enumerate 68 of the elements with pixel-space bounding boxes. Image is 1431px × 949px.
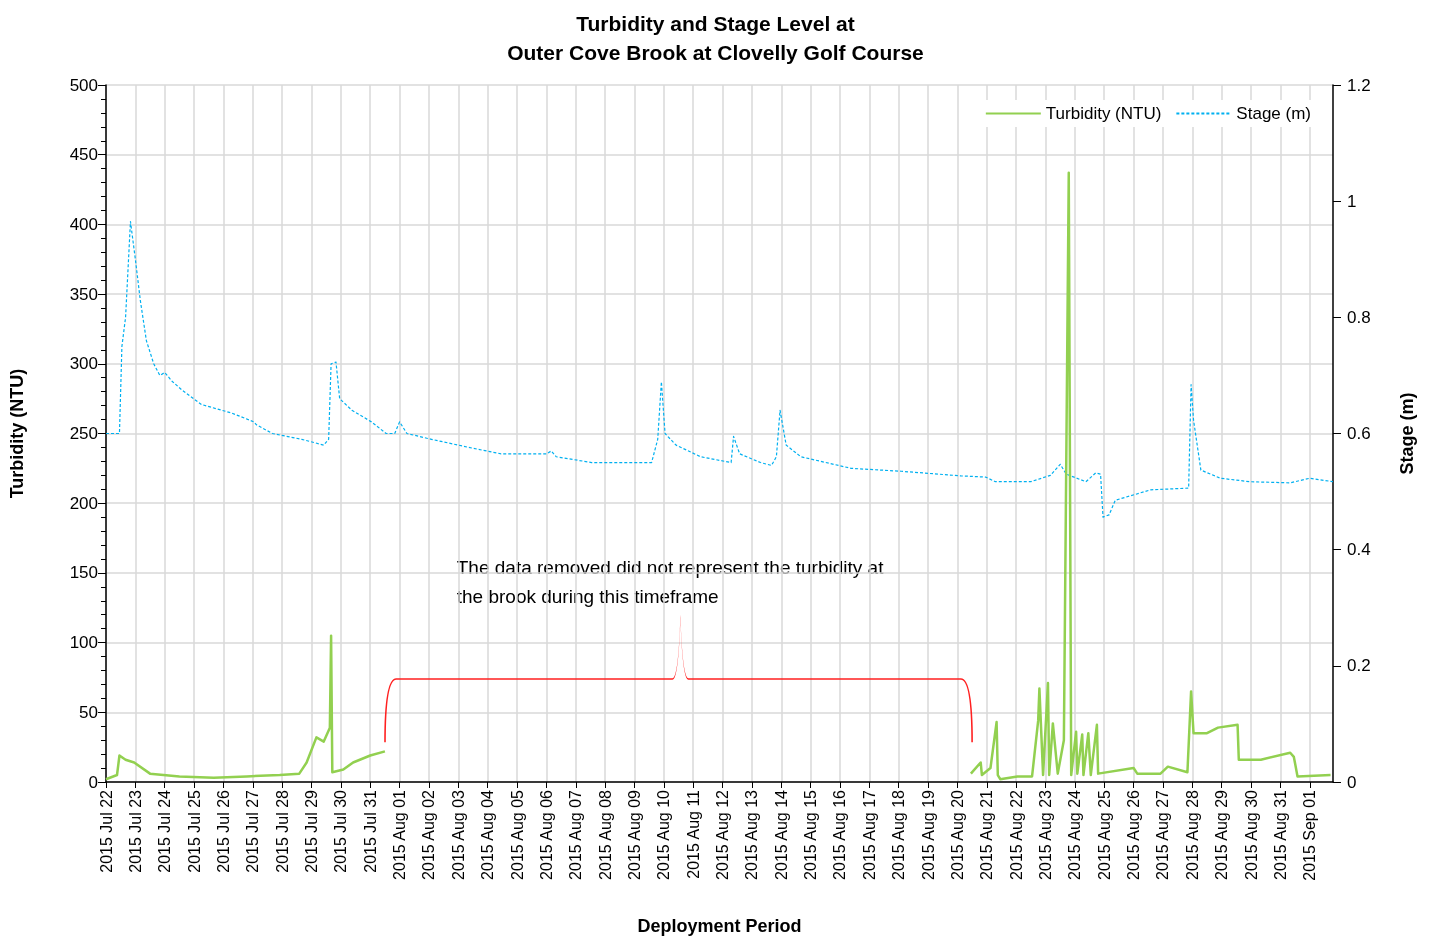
- x-tick-label: 2015 Jul 25: [185, 789, 203, 873]
- y2-tick-label: 1: [1347, 191, 1357, 211]
- x-tick-label: 2015 Aug 16: [831, 789, 849, 880]
- x-tick-label: 2015 Aug 27: [1154, 789, 1172, 880]
- y-tick-label: 500: [69, 75, 98, 95]
- x-tick-label: 2015 Aug 08: [596, 789, 614, 880]
- y-tick-label: 150: [69, 563, 98, 583]
- x-tick-label: 2015 Aug 14: [772, 789, 790, 880]
- x-tick-label: 2015 Sep 01: [1301, 789, 1319, 881]
- legend-label: Stage (m): [1236, 104, 1312, 123]
- x-tick-label: 2015 Aug 25: [1095, 789, 1113, 880]
- legend-label: Turbidity (NTU): [1045, 104, 1162, 123]
- y2-tick-label: 0.2: [1347, 656, 1371, 676]
- x-tick-label: 2015 Aug 21: [978, 789, 996, 880]
- y-tick-label: 100: [69, 633, 98, 653]
- x-tick-label: 2015 Jul 30: [332, 789, 350, 873]
- y2-tick-label: 0: [1347, 772, 1357, 792]
- x-tick-label: 2015 Aug 22: [1007, 789, 1025, 880]
- x-tick-label: 2015 Aug 26: [1125, 789, 1143, 880]
- x-tick-label: 2015 Aug 10: [655, 789, 673, 880]
- line-series: [105, 220, 1334, 518]
- x-tick-label: 2015 Aug 02: [420, 789, 438, 880]
- y2-tick-label: 1.2: [1347, 75, 1371, 95]
- x-tick-label: 2015 Jul 29: [303, 789, 321, 873]
- y-tick-label: 200: [69, 493, 98, 513]
- x-tick-label: 2015 Jul 26: [214, 789, 232, 873]
- x-tick-label: 2015 Aug 29: [1213, 789, 1231, 880]
- x-tick-label: 2015 Jul 24: [156, 789, 174, 873]
- chart-title: Turbidity and Stage Level at Outer Cove Brook at Clovelly Golf Course: [507, 12, 924, 64]
- x-tick-label: 2015 Jul 23: [126, 789, 144, 873]
- x-tick-label: 2015 Aug 13: [743, 789, 761, 880]
- y-tick-label: 50: [79, 702, 98, 722]
- y-tick-label: 0: [88, 772, 98, 792]
- x-tick-label: 2015 Aug 19: [919, 789, 937, 880]
- x-tick-label: 2015 Aug 12: [714, 789, 732, 880]
- y-tick-label: 450: [69, 145, 98, 165]
- y2-tick-label: 0.6: [1347, 424, 1371, 443]
- x-tick-label: 2015 Aug 03: [449, 789, 467, 880]
- y2-axis-title: Stage (m): [1397, 392, 1417, 475]
- x-tick-label: 2015 Aug 30: [1242, 789, 1260, 880]
- annotation: The data removed did not represent the turbidity at the brook during this timeframe: [456, 557, 885, 608]
- x-tick-label: 2015 Aug 28: [1183, 789, 1201, 880]
- x-tick-label: 2015 Aug 31: [1271, 789, 1289, 880]
- x-tick-label: 2015 Jul 31: [361, 789, 379, 873]
- y-tick-label: 400: [69, 214, 98, 234]
- x-tick-label: 2015 Aug 23: [1037, 789, 1055, 880]
- x-tick-label: 2015 Aug 20: [948, 789, 966, 880]
- x-tick-label: 2015 Jul 22: [97, 789, 115, 873]
- x-tick-label: 2015 Aug 17: [860, 789, 878, 880]
- x-tick-label: 2015 Aug 24: [1066, 789, 1084, 880]
- x-tick-label: 2015 Aug 15: [802, 789, 820, 880]
- y-tick-label: 350: [69, 284, 98, 304]
- x-tick-label: 2015 Aug 06: [537, 789, 555, 880]
- x-axis-title: Deployment Period: [637, 916, 802, 936]
- x-tick-label: 2015 Jul 27: [244, 789, 262, 873]
- y-tick-label: 250: [69, 424, 98, 443]
- x-tick-label: 2015 Jul 28: [273, 789, 291, 873]
- x-tick-label: 2015 Aug 07: [567, 789, 585, 880]
- y2-tick-label: 0.8: [1347, 307, 1371, 327]
- y-tick-label: 300: [69, 354, 98, 374]
- x-tick-label: 2015 Aug 11: [684, 789, 702, 879]
- y-axis-title: Turbidity (NTU): [7, 368, 27, 499]
- x-tick-label: 2015 Aug 09: [625, 789, 643, 880]
- y2-tick-label: 0.4: [1347, 540, 1371, 560]
- x-tick-label: 2015 Aug 04: [479, 789, 497, 880]
- x-tick-label: 2015 Aug 01: [391, 789, 409, 880]
- x-tick-label: 2015 Aug 05: [508, 789, 526, 880]
- x-tick-label: 2015 Aug 18: [890, 789, 908, 880]
